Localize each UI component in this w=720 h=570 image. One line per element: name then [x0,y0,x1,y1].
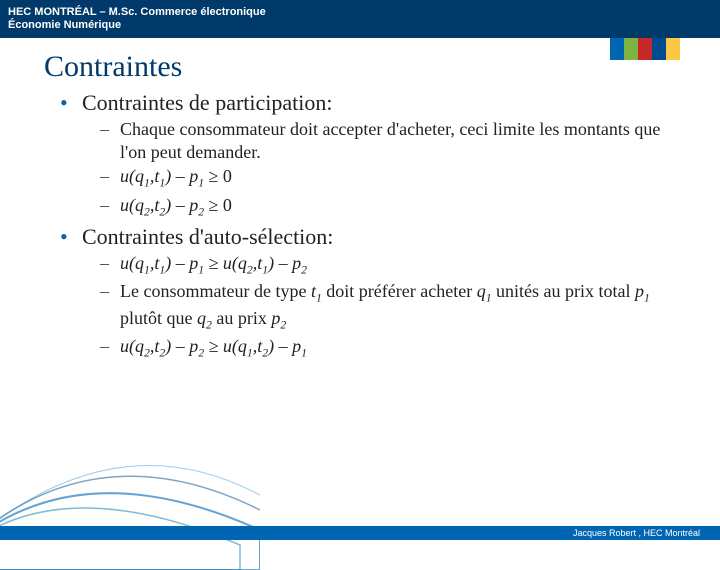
slide-content: Contraintes de participation: Chaque con… [0,90,720,361]
chip-yellow [666,38,680,60]
chip-green [624,38,638,60]
decorative-swoosh [0,400,260,570]
bullet-participation: Contraintes de participation: [60,90,680,116]
bullet-autoselection-3: u(q2,t2) – p2 ≥ u(q1,t2) – p1 [100,335,680,361]
bullet-participation-3: u(q2,t2) – p2 ≥ 0 [100,194,680,220]
slide-header: HEC MONTRÉAL – M.Sc. Commerce électroniq… [0,0,720,38]
footer-text: Jacques Robert , HEC Montréal [573,528,700,538]
bullet-participation-2: u(q1,t1) – p1 ≥ 0 [100,165,680,191]
header-line-2: Économie Numérique [8,19,712,32]
chip-darkblue [652,38,666,60]
bullet-autoselection-2: Le consommateur de type t1 doit préférer… [100,280,680,332]
bullet-participation-1: Chaque consommateur doit accepter d'ache… [100,118,680,163]
header-color-chips [610,38,680,60]
bullet-autoselection: Contraintes d'auto-sélection: [60,224,680,250]
chip-blue [610,38,624,60]
slide-footer: Jacques Robert , HEC Montréal [0,526,720,540]
header-line-1: HEC MONTRÉAL – M.Sc. Commerce électroniq… [8,6,712,19]
bullet-autoselection-1: u(q1,t1) – p1 ≥ u(q2,t1) – p2 [100,252,680,278]
chip-red [638,38,652,60]
